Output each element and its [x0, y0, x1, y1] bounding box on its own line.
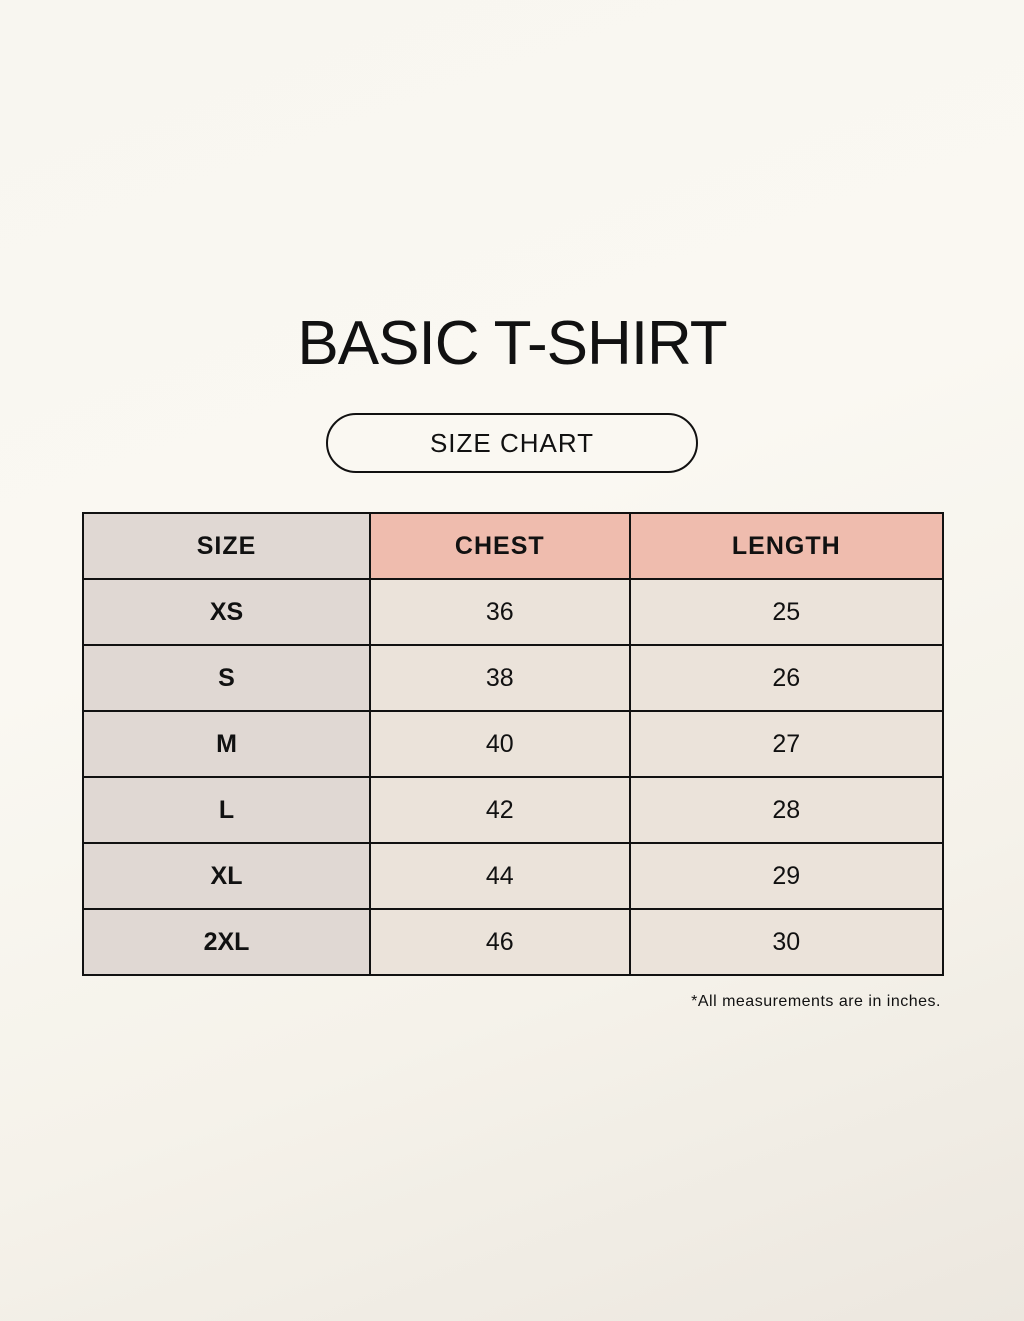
table-row: 2XL 46 30: [82, 908, 945, 976]
table-row: XL 44 29: [82, 842, 945, 910]
size-cell: XL: [82, 842, 371, 910]
table-header-row: SIZE CHEST LENGTH: [82, 512, 945, 580]
length-cell: 29: [628, 842, 945, 910]
table-row: M 40 27: [82, 710, 945, 778]
table-row: L 42 28: [82, 776, 945, 844]
size-cell: S: [82, 644, 371, 712]
length-cell: 27: [628, 710, 945, 778]
length-cell: 25: [628, 578, 945, 646]
table-row: S 38 26: [82, 644, 945, 712]
size-cell: L: [82, 776, 371, 844]
measurement-note: *All measurements are in inches.: [691, 993, 941, 1010]
length-cell: 30: [628, 908, 945, 976]
chest-cell: 46: [369, 908, 631, 976]
size-cell: XS: [82, 578, 371, 646]
size-table: SIZE CHEST LENGTH XS 36 25 S 38 26 M 40 27 L 42 28 X…: [82, 512, 945, 976]
table-row: XS 36 25: [82, 578, 945, 646]
size-chart-label: SIZE CHART: [326, 413, 698, 473]
chest-cell: 38: [369, 644, 631, 712]
length-cell: 26: [628, 644, 945, 712]
header-size: SIZE: [82, 512, 371, 580]
chest-cell: 44: [369, 842, 631, 910]
header-length: LENGTH: [628, 512, 945, 580]
chest-cell: 36: [369, 578, 631, 646]
chest-cell: 40: [369, 710, 631, 778]
page-title: BASIC T-SHIRT: [297, 309, 727, 378]
size-cell: 2XL: [82, 908, 371, 976]
header-chest: CHEST: [369, 512, 631, 580]
chest-cell: 42: [369, 776, 631, 844]
size-cell: M: [82, 710, 371, 778]
length-cell: 28: [628, 776, 945, 844]
